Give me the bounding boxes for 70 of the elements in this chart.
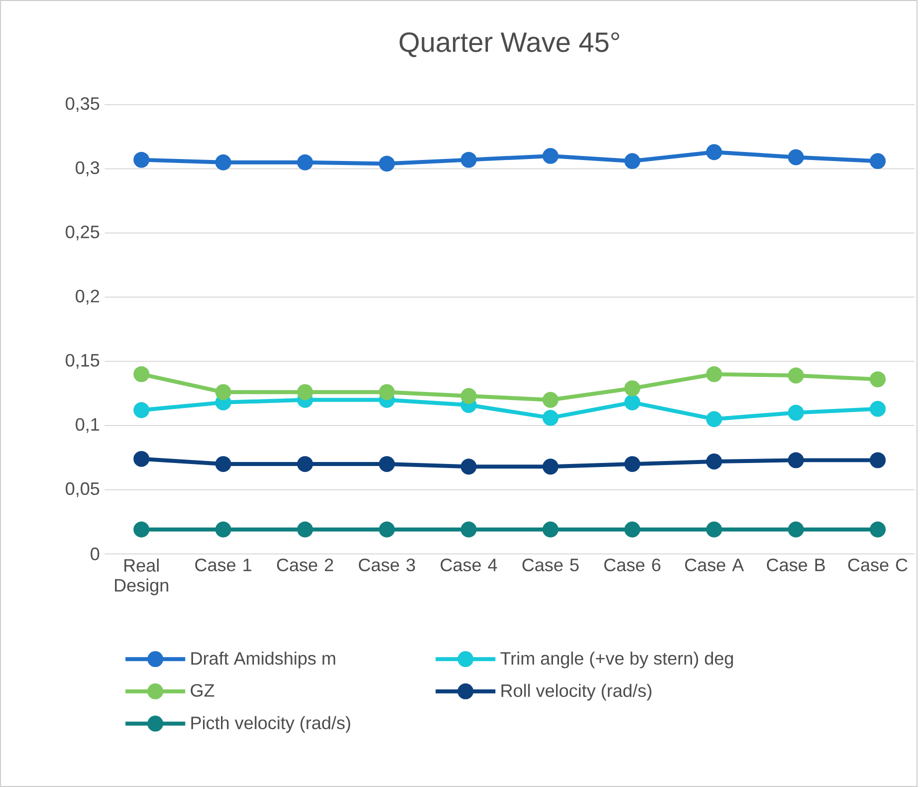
- point: [133, 366, 150, 382]
- point: [460, 152, 477, 168]
- point: [788, 404, 804, 421]
- point: [133, 152, 150, 168]
- point: [624, 456, 640, 472]
- y-tick-label: 0: [90, 548, 100, 560]
- legend-label: Draft Amidships m: [191, 652, 336, 668]
- y-tick-label: 0,35: [66, 97, 100, 112]
- point: [460, 388, 477, 404]
- point: [624, 380, 640, 396]
- x-tick-label: Case B: [766, 558, 825, 572]
- point: [788, 452, 804, 468]
- point: [460, 522, 477, 538]
- point: [542, 392, 558, 408]
- point: [870, 522, 886, 538]
- y-tick-label: 0,2: [76, 290, 100, 305]
- point: [297, 456, 314, 472]
- point: [788, 367, 804, 384]
- point: [706, 144, 722, 160]
- point: [706, 411, 722, 428]
- y-tick-label: 0,3: [76, 161, 100, 176]
- legend-label: Trim angle (+ve by stern) deg: [500, 652, 733, 668]
- legend-label: Picth velocity (rad/s): [191, 716, 350, 733]
- x-tick-label: Case 2: [277, 558, 334, 572]
- y-tick-label: 0,25: [66, 226, 100, 240]
- point: [378, 156, 395, 172]
- point: [215, 522, 232, 538]
- x-tick-label: Case 6: [604, 558, 660, 572]
- point: [133, 402, 150, 418]
- point: [624, 522, 640, 538]
- y-tick-label: 0,15: [66, 354, 100, 369]
- point: [870, 371, 886, 388]
- x-tick-label: Case A: [685, 558, 744, 572]
- point: [542, 410, 558, 426]
- point: [378, 522, 395, 538]
- point: [133, 450, 150, 467]
- point: [297, 522, 314, 538]
- legend-label: Roll velocity (rad/s): [502, 684, 652, 701]
- point: [870, 153, 886, 170]
- point: [788, 522, 804, 538]
- point: [297, 154, 314, 170]
- point: [215, 456, 232, 472]
- x-tick-label: Case C: [848, 558, 908, 572]
- chart-title: Quarter Wave 45°: [400, 32, 620, 58]
- point: [870, 452, 886, 468]
- point: [870, 400, 886, 417]
- point: [542, 458, 558, 475]
- point: [378, 456, 395, 472]
- point: [133, 522, 150, 538]
- point: [297, 384, 314, 400]
- point: [706, 454, 722, 470]
- x-tick-label: Case 3: [358, 558, 415, 572]
- point: [215, 154, 232, 170]
- y-tick-label: 0,05: [66, 482, 100, 498]
- point: [378, 384, 395, 400]
- point: [460, 458, 477, 475]
- x-tick-label: Real Design: [114, 558, 168, 596]
- x-tick-label: Case 5: [522, 558, 579, 572]
- x-tick-label: Case 4: [440, 558, 498, 572]
- point: [788, 149, 804, 166]
- point: [215, 384, 232, 400]
- point: [624, 153, 640, 170]
- point: [706, 522, 722, 538]
- point: [624, 394, 640, 410]
- legend-label: GZ: [190, 684, 214, 697]
- point: [542, 522, 558, 538]
- point: [542, 148, 558, 164]
- y-tick-label: 0,1: [76, 418, 100, 433]
- point: [706, 366, 722, 382]
- x-tick-label: Case 1: [195, 558, 252, 572]
